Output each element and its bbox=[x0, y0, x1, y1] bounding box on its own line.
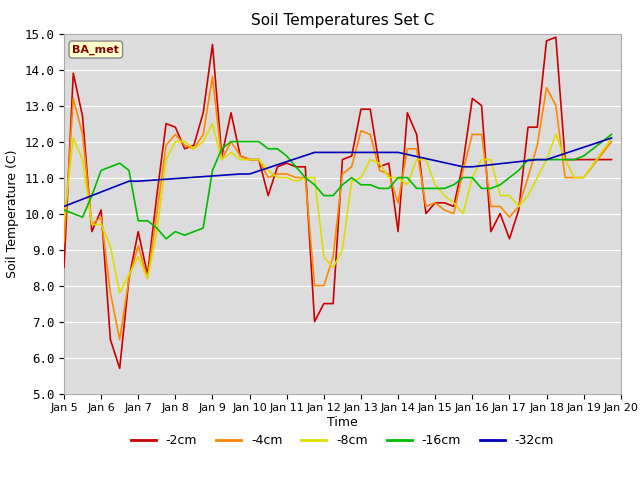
Text: BA_met: BA_met bbox=[72, 44, 119, 55]
X-axis label: Time: Time bbox=[327, 416, 358, 429]
Title: Soil Temperatures Set C: Soil Temperatures Set C bbox=[251, 13, 434, 28]
Y-axis label: Soil Temperature (C): Soil Temperature (C) bbox=[6, 149, 19, 278]
Legend: -2cm, -4cm, -8cm, -16cm, -32cm: -2cm, -4cm, -8cm, -16cm, -32cm bbox=[125, 429, 559, 452]
